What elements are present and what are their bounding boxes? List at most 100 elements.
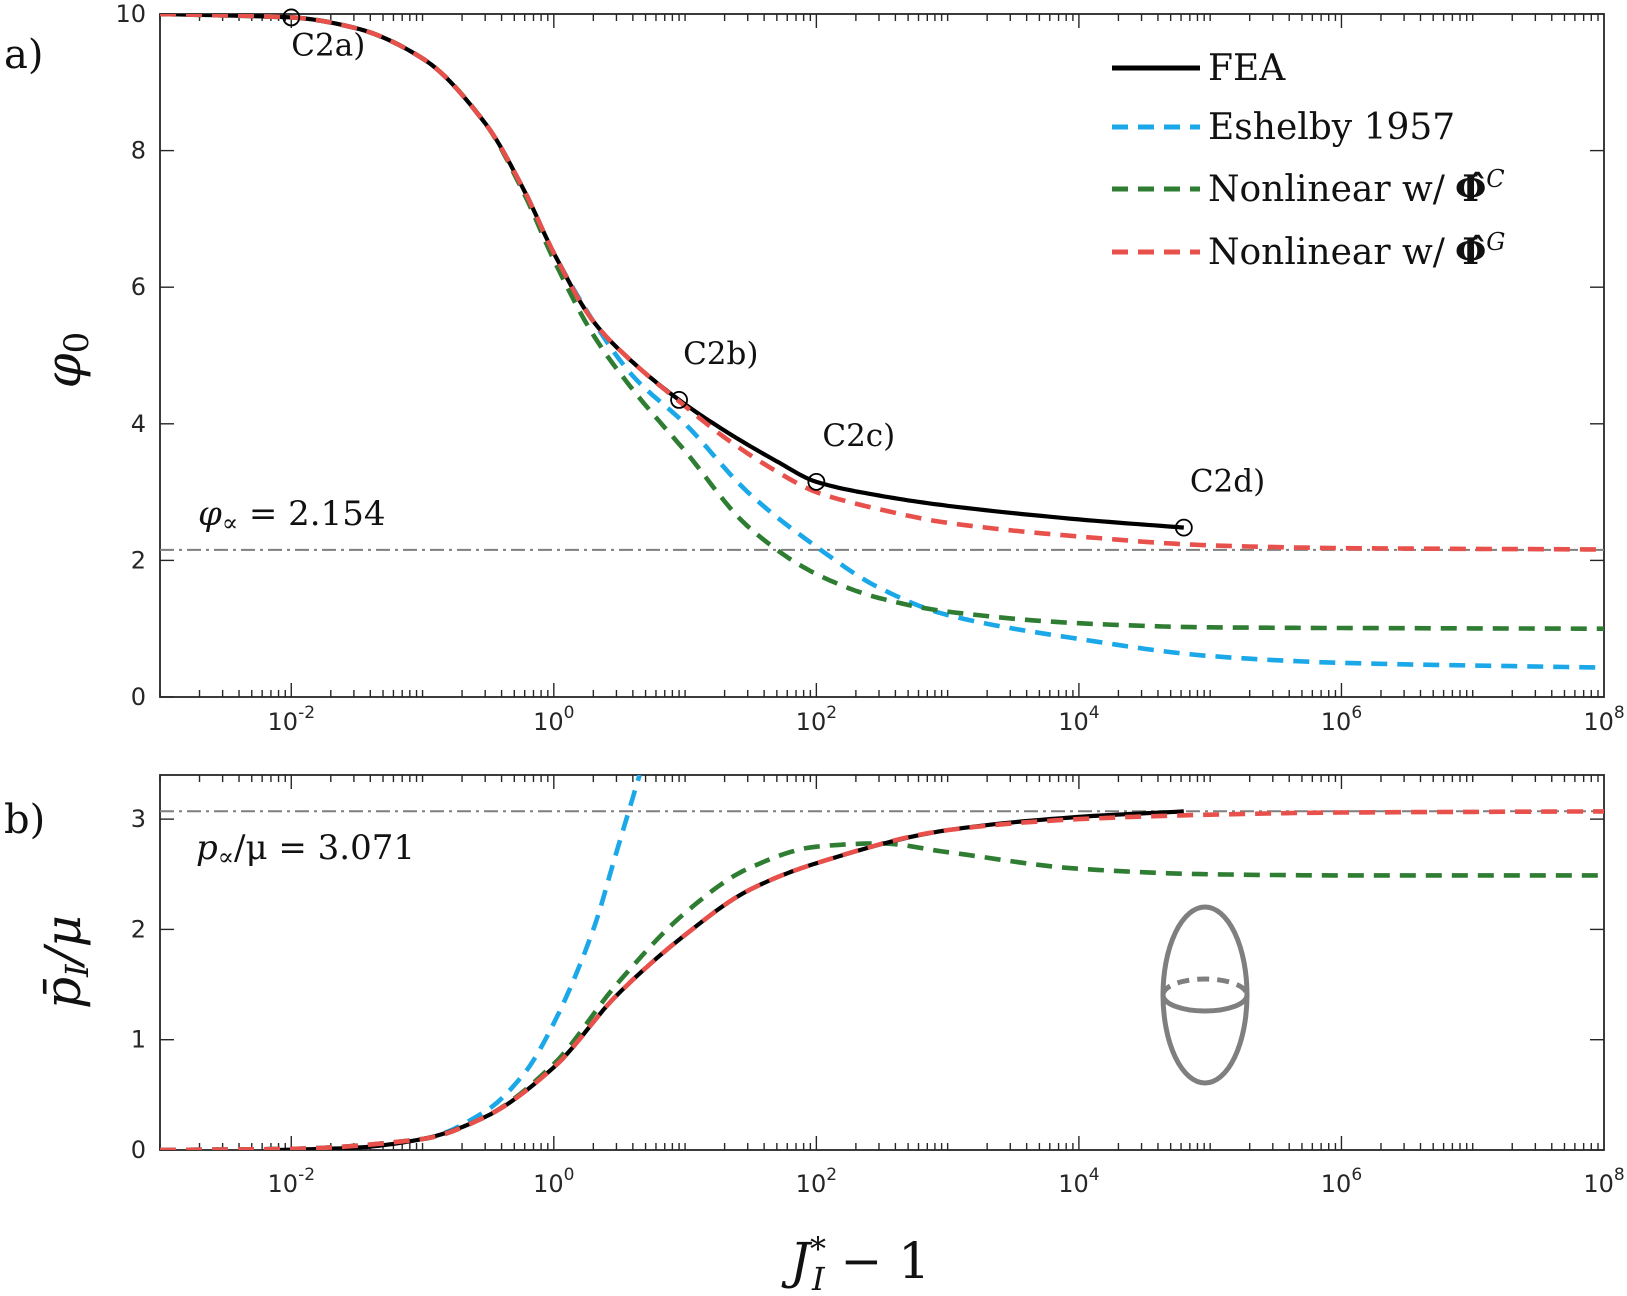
panel-b-y-tick-label: 2 (131, 915, 146, 943)
x-tick-base: 10 (1583, 708, 1614, 736)
ticks-layer: 10-210-210010010210210410410610610810802… (115, 0, 1624, 1198)
x-tick-exponent: 0 (564, 703, 575, 723)
panel-a-y-tick-label: 6 (131, 273, 146, 301)
x-tick-exponent: 2 (826, 703, 837, 723)
panel-a-point-markers: C2a) C2b) C2c) C2d) (282, 8, 1265, 537)
panel-a-series-nonlinear-g (160, 14, 1604, 552)
reference-lines (160, 548, 1604, 813)
panel-b-x-tick-label: 104 (1058, 1165, 1099, 1198)
annotation-marker (670, 390, 688, 409)
panel-b-ylabel-tail: /μ (34, 915, 92, 968)
panel-b-x-tick-label: 106 (1321, 1165, 1362, 1198)
legend-nonlinear-c-text: Nonlinear w/ (1208, 169, 1446, 210)
legend-label-nonlinear-c: Nonlinear w/Φ̂C (1208, 165, 1505, 210)
panel-b-ref-sub: ∝ (218, 843, 234, 871)
panel-b-x-tick-label: 108 (1583, 1165, 1624, 1198)
panel-a-y-tick-label: 10 (115, 0, 146, 28)
legend: FEA Eshelby 1957 Nonlinear w/Φ̂C Nonline… (1112, 48, 1505, 273)
x-tick-exponent: 6 (1351, 1165, 1362, 1185)
inset-ellipsoid-back-ring (1160, 976, 1250, 996)
panel-b-ylabel-main: p̄ (34, 977, 92, 1009)
panel-a-ref-tail: = 2.154 (238, 494, 385, 534)
x-tick-exponent: 2 (826, 1165, 837, 1185)
panel-b-axes-frame (159, 774, 1605, 1151)
x-tick-base: 10 (1058, 708, 1089, 736)
annotation-label: C2c) (822, 418, 895, 454)
inset-ellipsoid-front-ring (1160, 994, 1250, 1014)
panel-a-x-tick-label: 102 (796, 703, 837, 736)
panel-b-series (160, 775, 1604, 1150)
inset-ellipsoid-icon (1160, 904, 1250, 1086)
x-tick-exponent: -2 (298, 703, 315, 723)
panel-b-ref-main: p (196, 828, 218, 868)
x-tick-exponent: 6 (1351, 703, 1362, 723)
panel-b-ylabel: p̄I/μ (34, 915, 96, 1009)
legend-nonlinear-c-sup: C (1486, 165, 1504, 193)
x-tick-base: 10 (796, 1170, 827, 1198)
x-axis-label-sup: * (810, 1230, 826, 1268)
panel-b-series-eshelby (160, 775, 642, 1150)
x-tick-base: 10 (533, 708, 564, 736)
legend-nonlinear-g-sup: G (1486, 228, 1505, 256)
panel-b-y-tick-label: 0 (131, 1136, 146, 1164)
x-tick-base: 10 (1321, 708, 1352, 736)
panel-a-series-eshelby (160, 14, 1604, 670)
x-axis-label-tail: − 1 (825, 1232, 931, 1290)
x-tick-exponent: 0 (564, 1165, 575, 1185)
panel-a-ylabel-symbol: φ (34, 353, 92, 388)
panel-a-x-tick-label: 100 (533, 703, 574, 736)
panel-a-ref-sub: ∝ (222, 509, 238, 537)
panel-a-series-nonlinear-c (160, 14, 1604, 631)
panel-b-ylabel-sub: I (58, 963, 96, 978)
x-tick-exponent: 8 (1614, 703, 1625, 723)
panel-b-y-tick-label: 3 (131, 805, 146, 833)
legend-label-eshelby: Eshelby 1957 (1208, 107, 1455, 148)
x-tick-exponent: 4 (1089, 703, 1100, 723)
x-tick-base: 10 (1583, 1170, 1614, 1198)
x-tick-base: 10 (268, 708, 299, 736)
panel-b-y-tick-label: 1 (131, 1026, 146, 1054)
annotation-marker (1174, 518, 1193, 537)
panel-a-axes-frame (159, 13, 1605, 698)
legend-nonlinear-c-sym: Φ̂ (1455, 168, 1486, 210)
panel-b-x-tick-label: 10-2 (268, 1165, 316, 1198)
panel-b-ref-label: p∝/μ = 3.071 (196, 828, 415, 871)
panel-a-x-tick-label: 106 (1321, 703, 1362, 736)
x-tick-base: 10 (268, 1170, 299, 1198)
panel-a-x-tick-label: 104 (1058, 703, 1099, 736)
annotation-marker (807, 472, 826, 491)
panel-a-ylabel: φ0 (34, 332, 97, 389)
panel-b-series-nonlinear-g (160, 809, 1604, 1150)
legend-label-nonlinear-g: Nonlinear w/Φ̂G (1208, 228, 1505, 273)
panel-b-x-tick-label: 102 (796, 1165, 837, 1198)
legend-label-fea: FEA (1208, 48, 1286, 89)
panel-a-ylabel-sub: 0 (57, 332, 97, 354)
panel-a-y-tick-label: 8 (131, 137, 146, 165)
panel-a-y-tick-label: 4 (131, 410, 146, 438)
x-axis-label: J* I − 1 (781, 1230, 930, 1296)
x-tick-exponent: 8 (1614, 1165, 1625, 1185)
annotation-label: C2d) (1190, 464, 1265, 500)
panel-b-ref-tail: /μ = 3.071 (234, 828, 415, 868)
x-tick-base: 10 (796, 708, 827, 736)
panel-a-series (160, 14, 1604, 670)
panel-b-x-tick-label: 100 (533, 1165, 574, 1198)
annotation-label: C2a) (291, 27, 365, 63)
x-axis-label-sub: I (811, 1260, 826, 1296)
panel-a-x-tick-label: 108 (1583, 703, 1624, 736)
legend-nonlinear-g-text: Nonlinear w/ (1208, 232, 1446, 273)
panel-b-series-nonlinear-c (160, 841, 1604, 1150)
annotation-marker (282, 8, 301, 27)
x-tick-base: 10 (1058, 1170, 1089, 1198)
legend-nonlinear-g-sym: Φ̂ (1455, 231, 1486, 273)
panel-a-x-tick-label: 10-2 (268, 703, 316, 736)
panel-b-label: b) (4, 797, 45, 843)
x-tick-base: 10 (1321, 1170, 1352, 1198)
panel-a-y-tick-label: 2 (131, 546, 146, 574)
panel-a-ref-sym: φ (198, 494, 222, 534)
annotation-label: C2b) (683, 336, 758, 372)
panel-a-label: a) (4, 32, 43, 78)
x-axis-label-main: J (781, 1232, 813, 1290)
x-tick-base: 10 (533, 1170, 564, 1198)
